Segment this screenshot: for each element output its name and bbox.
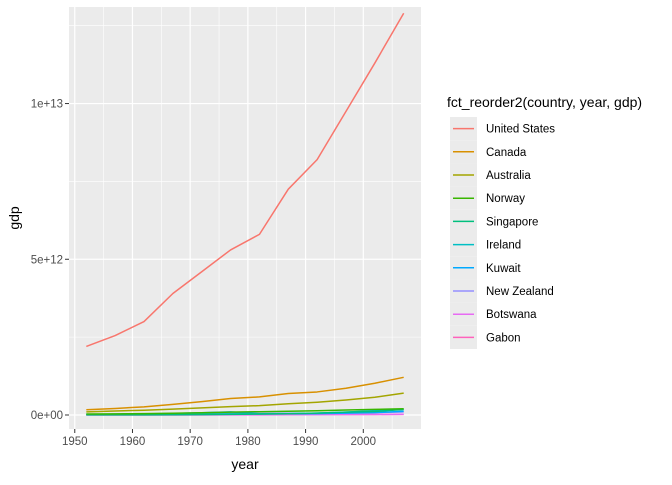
- x-axis-title: year: [231, 456, 259, 472]
- series-line-norway: [86, 408, 404, 415]
- legend-label-ireland: Ireland: [486, 240, 521, 252]
- legend-label-norway: Norway: [486, 193, 525, 205]
- legend: fct_reorder2(country, year, gdp) United …: [447, 94, 642, 349]
- legend-items: United States Canada Australia Norway Singap…: [450, 117, 555, 349]
- y-axis-ticks: 0e+00 5e+12 1e+13: [31, 99, 69, 422]
- x-tick-label: 1950: [62, 436, 88, 448]
- series-line-united-states: [86, 12, 405, 348]
- y-tick-label: 1e+13: [31, 99, 63, 111]
- y-axis-title: gdp: [6, 206, 22, 230]
- x-tick-label: 1980: [235, 436, 261, 448]
- x-tick-label: 1970: [177, 436, 203, 448]
- legend-label-canada: Canada: [486, 147, 527, 159]
- x-tick-label: 1960: [120, 436, 146, 448]
- x-tick-label: 2000: [350, 436, 376, 448]
- legend-label-new-zealand: New Zealand: [486, 286, 554, 298]
- series-line-canada: [86, 376, 404, 411]
- series-lines: [86, 12, 405, 416]
- series-line-australia: [86, 392, 404, 413]
- legend-label-united-states: United States: [486, 124, 555, 136]
- x-tick-label: 1990: [293, 436, 319, 448]
- legend-label-gabon: Gabon: [486, 332, 521, 344]
- x-axis-ticks: 1950 1960 1970 1980 1990 2000: [62, 429, 376, 448]
- y-tick-label: 5e+12: [31, 254, 63, 266]
- legend-label-botswana: Botswana: [486, 309, 537, 321]
- plot-panel: [69, 7, 421, 429]
- minor-gridlines: [69, 7, 421, 429]
- series-line-singapore: [86, 408, 404, 416]
- legend-label-australia: Australia: [486, 170, 531, 182]
- legend-label-kuwait: Kuwait: [486, 263, 521, 275]
- legend-title: fct_reorder2(country, year, gdp): [447, 94, 642, 110]
- legend-label-singapore: Singapore: [486, 216, 538, 228]
- major-gridlines: [69, 7, 421, 429]
- y-tick-label: 0e+00: [31, 410, 63, 422]
